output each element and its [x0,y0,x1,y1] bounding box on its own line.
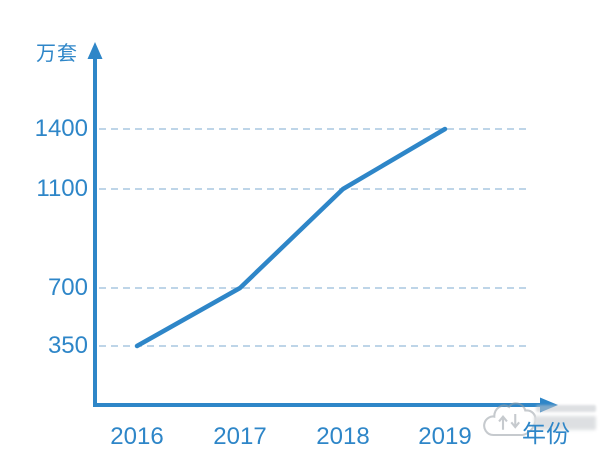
y-tick-label-1100: 1100 [36,175,88,202]
y-tick-label-700: 700 [47,274,88,301]
x-tick-label-2016: 2016 [110,423,164,450]
y-axis-title: 万套 [36,43,78,65]
y-tick-label-350: 350 [47,332,88,359]
watermark-text-line-blurred [534,416,596,430]
watermark-text-line-blurred [536,405,596,412]
x-axis-title: 年份 [522,421,570,448]
x-tick-label-2019: 2019 [418,423,472,450]
x-tick-label-2018: 2018 [316,423,370,450]
data-line [134,126,448,349]
y-tick-label-1400: 1400 [34,115,88,142]
x-tick-label-2017: 2017 [213,423,267,450]
y-axis-arrow-icon [87,42,103,59]
